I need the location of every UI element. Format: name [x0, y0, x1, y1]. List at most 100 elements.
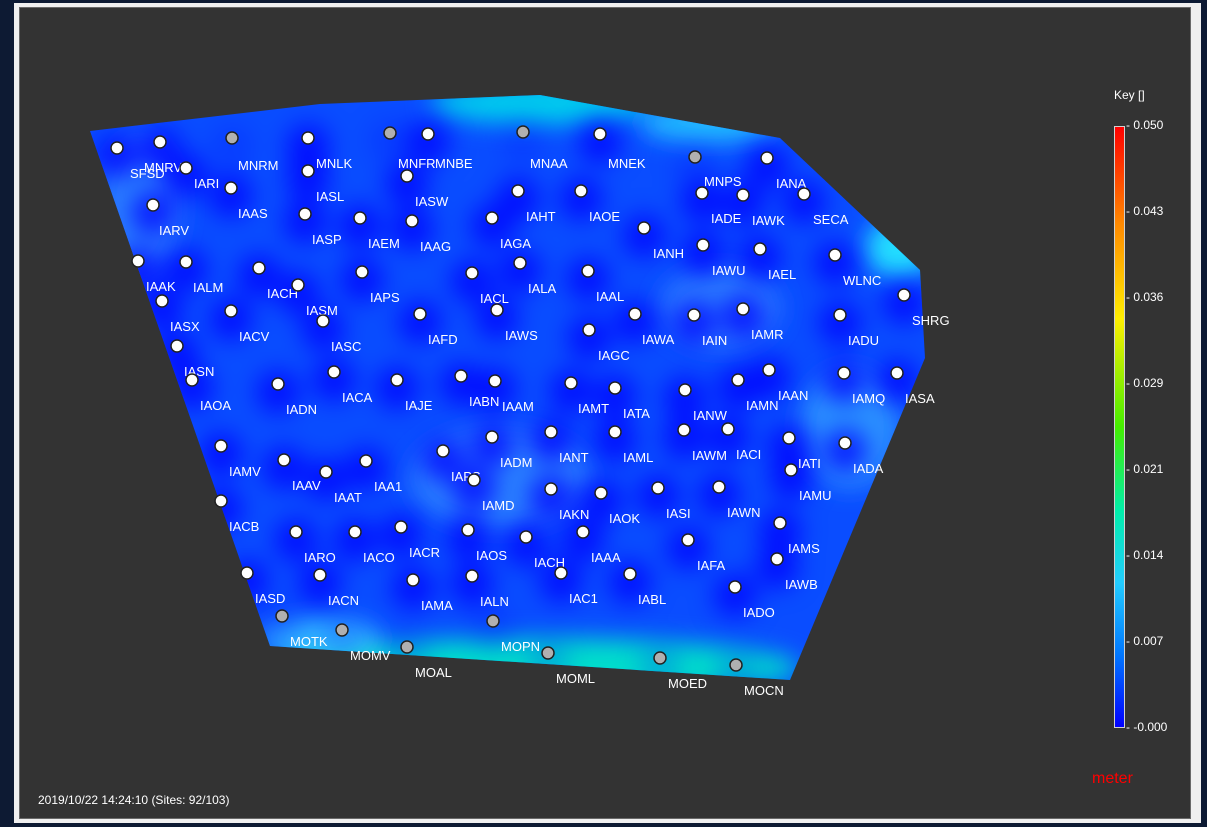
- site-iaro[interactable]: IARO: [289, 525, 336, 565]
- site-iawm[interactable]: IAWM: [677, 423, 727, 463]
- site-marker[interactable]: [753, 242, 767, 256]
- site-mnrm[interactable]: MNRM: [225, 131, 278, 173]
- site-iamu[interactable]: IAMU: [784, 463, 832, 503]
- site-marker[interactable]: [110, 141, 124, 155]
- site-marker[interactable]: [488, 374, 502, 388]
- site-moml[interactable]: MOML: [541, 646, 595, 686]
- site-iafa[interactable]: IAFA: [681, 533, 726, 573]
- site-iasm[interactable]: IASM: [291, 278, 338, 318]
- site-iawb[interactable]: IAWB: [770, 552, 818, 592]
- site-iama[interactable]: IAMA: [406, 573, 453, 613]
- site-marker[interactable]: [736, 188, 750, 202]
- site-iaws[interactable]: IAWS: [490, 303, 538, 343]
- site-iain[interactable]: IAIN: [687, 308, 727, 348]
- site-marker[interactable]: [394, 520, 408, 534]
- site-iaem[interactable]: IAEM: [353, 211, 400, 251]
- site-marker[interactable]: [461, 523, 475, 537]
- site-iasx[interactable]: IASX: [155, 294, 200, 334]
- site-momv[interactable]: MOMV: [335, 623, 391, 663]
- site-iaca[interactable]: IACA: [327, 365, 373, 405]
- site-marker[interactable]: [153, 135, 167, 149]
- site-marker[interactable]: [214, 439, 228, 453]
- site-marker[interactable]: [637, 221, 651, 235]
- site-iaoa[interactable]: IAOA: [185, 373, 231, 413]
- site-marker[interactable]: [729, 658, 743, 672]
- site-marker[interactable]: [179, 161, 193, 175]
- site-marker[interactable]: [390, 373, 404, 387]
- site-iaht[interactable]: IAHT: [511, 184, 556, 224]
- site-marker[interactable]: [782, 431, 796, 445]
- site-marker[interactable]: [252, 261, 266, 275]
- site-iawu[interactable]: IAWU: [696, 238, 745, 278]
- site-mnrv[interactable]: MNRV: [144, 135, 182, 175]
- site-marker[interactable]: [828, 248, 842, 262]
- site-marker[interactable]: [454, 369, 468, 383]
- site-iac1[interactable]: IAC1: [554, 566, 598, 606]
- site-iamt[interactable]: IAMT: [564, 376, 609, 416]
- site-marker[interactable]: [897, 288, 911, 302]
- site-marker[interactable]: [511, 184, 525, 198]
- site-iado[interactable]: IADO: [728, 580, 775, 620]
- site-ianw[interactable]: IANW: [678, 383, 728, 423]
- site-marker[interactable]: [225, 131, 239, 145]
- site-mnps[interactable]: MNPS: [688, 150, 742, 189]
- site-iaav[interactable]: IAAV: [277, 453, 321, 493]
- site-marker[interactable]: [797, 187, 811, 201]
- site-seca[interactable]: SECA: [797, 187, 849, 227]
- site-iant[interactable]: IANT: [544, 425, 589, 465]
- site-iacv[interactable]: IACV: [224, 304, 270, 344]
- site-marker[interactable]: [695, 186, 709, 200]
- site-mocn[interactable]: MOCN: [729, 658, 784, 698]
- site-marker[interactable]: [355, 265, 369, 279]
- site-marker[interactable]: [485, 211, 499, 225]
- site-iaos[interactable]: IAOS: [461, 523, 507, 563]
- site-iawk[interactable]: IAWK: [736, 188, 785, 228]
- site-marker[interactable]: [301, 164, 315, 178]
- site-marker[interactable]: [214, 494, 228, 508]
- site-iamr[interactable]: IAMR: [736, 302, 784, 342]
- site-marker[interactable]: [289, 525, 303, 539]
- site-iarv[interactable]: IARV: [146, 198, 189, 238]
- site-iamn[interactable]: IAMN: [731, 373, 779, 413]
- site-iaco[interactable]: IACO: [348, 525, 395, 565]
- site-iakn[interactable]: IAKN: [544, 482, 589, 522]
- site-iata[interactable]: IATA: [608, 381, 650, 421]
- site-iacb[interactable]: IACB: [214, 494, 259, 534]
- site-marker[interactable]: [544, 425, 558, 439]
- site-mnlk[interactable]: MNLK: [301, 131, 352, 171]
- site-marker[interactable]: [131, 254, 145, 268]
- site-marker[interactable]: [155, 294, 169, 308]
- site-iams[interactable]: IAMS: [773, 516, 820, 556]
- site-iacn[interactable]: IACN: [313, 568, 359, 608]
- site-marker[interactable]: [651, 481, 665, 495]
- site-marker[interactable]: [687, 308, 701, 322]
- site-marker[interactable]: [465, 266, 479, 280]
- site-marker[interactable]: [837, 366, 851, 380]
- site-marker[interactable]: [353, 211, 367, 225]
- site-marker[interactable]: [696, 238, 710, 252]
- site-marker[interactable]: [400, 640, 414, 654]
- site-marker[interactable]: [838, 436, 852, 450]
- site-iawa[interactable]: IAWA: [628, 307, 675, 347]
- site-ialm[interactable]: IALM: [179, 255, 223, 295]
- site-iasa[interactable]: IASA: [890, 366, 935, 406]
- site-marker[interactable]: [608, 381, 622, 395]
- site-mnaa[interactable]: MNAA: [516, 125, 568, 171]
- site-marker[interactable]: [436, 444, 450, 458]
- site-ialn[interactable]: IALN: [465, 569, 509, 609]
- site-iasc[interactable]: IASC: [316, 314, 361, 354]
- site-iaam[interactable]: IAAM: [488, 374, 534, 414]
- map-panel[interactable]: SFSD MNRV IARI MNRM MNLK MNFR MNBE MNAA MNEK MNPS…: [19, 7, 1191, 819]
- site-marker[interactable]: [465, 569, 479, 583]
- site-iacr[interactable]: IACR: [394, 520, 440, 560]
- site-marker[interactable]: [319, 465, 333, 479]
- site-marker[interactable]: [400, 169, 414, 183]
- site-marker[interactable]: [593, 127, 607, 141]
- site-iari[interactable]: IARI: [179, 161, 219, 191]
- site-iasi[interactable]: IASI: [651, 481, 691, 521]
- site-marker[interactable]: [291, 278, 305, 292]
- site-marker[interactable]: [170, 339, 184, 353]
- site-iach[interactable]: IACH: [252, 261, 298, 301]
- site-iade[interactable]: IADE: [695, 186, 742, 226]
